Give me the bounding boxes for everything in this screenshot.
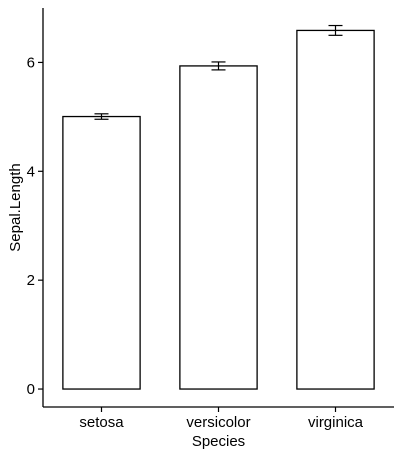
y-tick-label: 2: [27, 272, 35, 289]
y-axis-title: Sepal.Length: [7, 163, 24, 251]
bar-versicolor: [179, 65, 258, 390]
x-axis-title: Species: [192, 433, 245, 450]
y-tick-label: 0: [27, 381, 35, 398]
x-tick-label: versicolor: [186, 414, 250, 431]
y-tick-label: 4: [27, 163, 35, 180]
y-tick-label: 6: [27, 54, 35, 71]
bar-virginica: [296, 29, 375, 390]
x-tick-label: virginica: [308, 414, 364, 431]
error-bar-versicolor: [211, 61, 226, 71]
x-ticks: setosa versicolor virginica: [79, 407, 364, 431]
y-ticks: 0 2 4 6: [27, 54, 43, 398]
bars-layer: [62, 29, 375, 390]
error-bar-virginica: [328, 24, 343, 36]
error-bars-layer: [94, 24, 343, 120]
x-tick-label: setosa: [79, 414, 124, 431]
error-bar-setosa: [94, 113, 109, 120]
bar-setosa: [62, 115, 141, 390]
